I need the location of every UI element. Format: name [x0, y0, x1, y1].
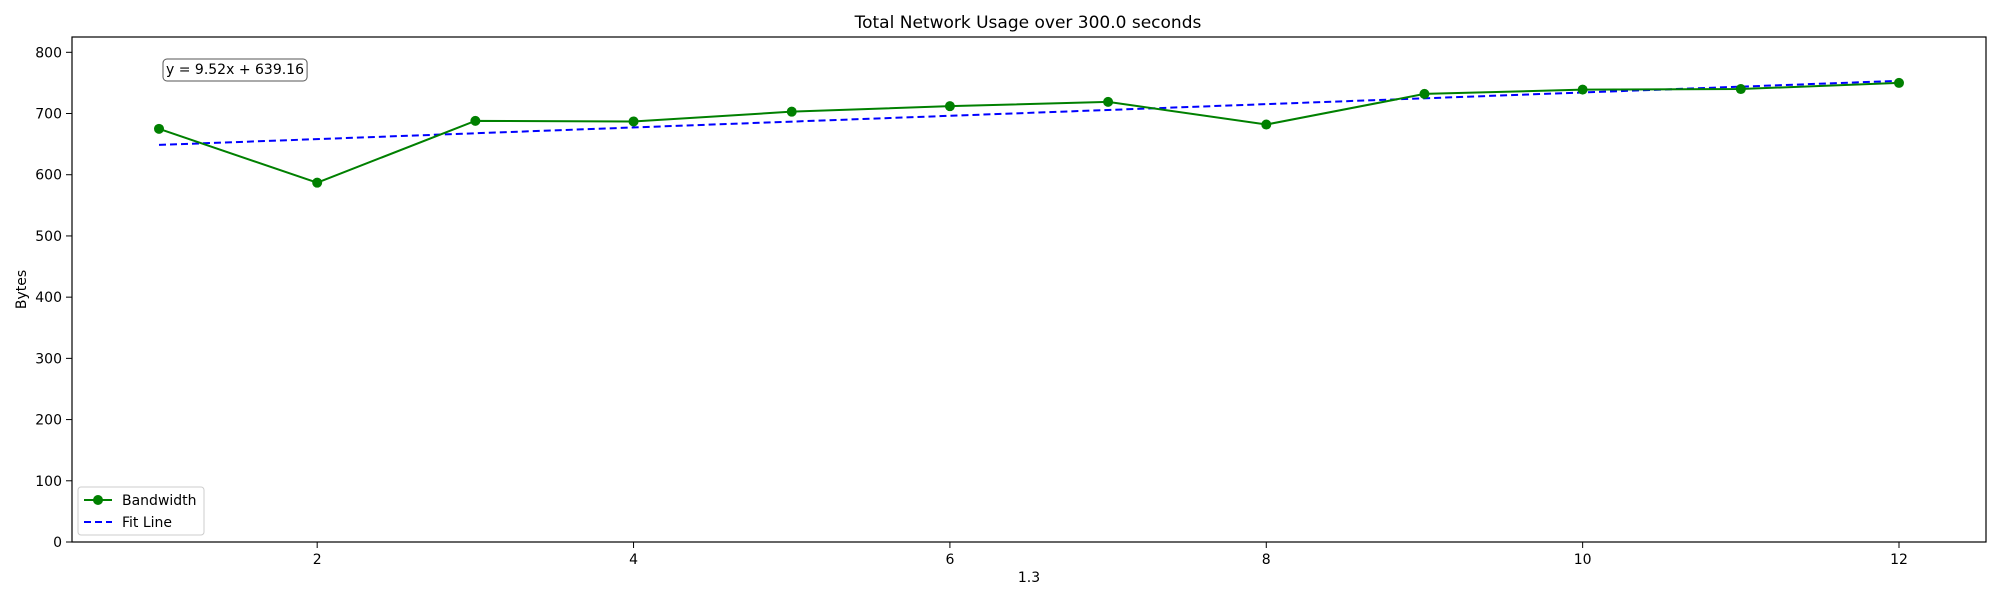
y-axis-label: Bytes [14, 270, 30, 309]
x-axis-label: 1.3 [1018, 570, 1040, 586]
bandwidth-point [786, 106, 797, 117]
fit-equation-annotation: y = 9.52x + 639.16 [162, 58, 308, 82]
plot-frame [71, 36, 1987, 543]
fit-line-series [158, 79, 1900, 146]
bandwidth-series-line [158, 81, 1900, 184]
x-tick-label: 4 [629, 552, 638, 568]
bandwidth-point [470, 115, 481, 126]
bandwidth-point [944, 101, 955, 112]
y-tick-label: 800 [35, 45, 62, 61]
bandwidth-point [154, 123, 164, 134]
x-tick-label: 8 [1262, 552, 1271, 568]
y-tick-label: 100 [35, 474, 62, 490]
y-tick-label: 500 [35, 229, 62, 245]
equation-text: y = 9.52x + 639.16 [166, 62, 304, 78]
legend-bandwidth-label: Bandwidth [122, 493, 197, 509]
legend-bandwidth-marker [93, 495, 103, 505]
bandwidth-point [1103, 96, 1114, 107]
y-tick-label: 0 [53, 535, 62, 551]
y-tick-label: 700 [35, 107, 62, 123]
y-tick-label: 400 [35, 290, 62, 306]
y-tick-label: 600 [35, 168, 62, 184]
x-tick-label: 6 [945, 552, 954, 568]
bandwidth-point [1261, 119, 1272, 130]
bandwidth-point [1419, 88, 1430, 99]
equation-box [162, 58, 308, 82]
chart-title: Total Network Usage over 300.0 seconds [854, 13, 1202, 33]
x-tick-label: 10 [1574, 552, 1592, 568]
x-tick-label: 12 [1890, 552, 1908, 568]
bandwidth-point [1894, 77, 1904, 88]
bandwidth-point [1735, 84, 1746, 95]
y-tick-label: 300 [35, 351, 62, 367]
legend: Bandwidth Fit Line [77, 486, 205, 536]
legend-fit-line-label: Fit Line [122, 515, 172, 531]
y-tick-label: 200 [35, 413, 62, 429]
bandwidth-point [312, 177, 323, 188]
bandwidth-point [628, 116, 639, 127]
x-tick-label: 2 [313, 552, 322, 568]
bandwidth-point [1577, 84, 1588, 95]
